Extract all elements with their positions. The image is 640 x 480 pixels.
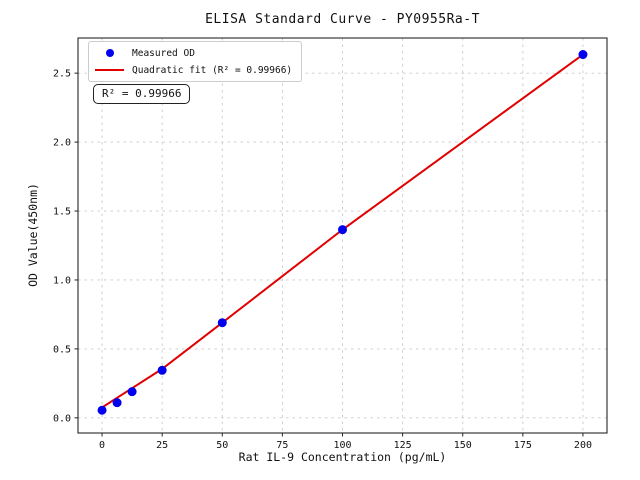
data-point <box>338 225 347 235</box>
chart-title: ELISA Standard Curve - PY0955Ra-T <box>205 12 480 27</box>
y-tick-label: 1.0 <box>53 275 71 286</box>
x-tick-label: 175 <box>514 440 532 451</box>
y-tick-label: 2.0 <box>53 138 71 149</box>
x-tick-label: 0 <box>99 440 105 451</box>
legend: Measured OD Quadratic fit (R² = 0.99966) <box>88 41 303 82</box>
x-tick-label: 200 <box>574 440 592 451</box>
x-tick-label: 125 <box>394 440 412 451</box>
data-point <box>112 398 122 408</box>
legend-scatter-marker-icon <box>106 49 114 57</box>
x-tick-label: 100 <box>333 440 351 451</box>
y-tick-label: 1.5 <box>53 207 71 218</box>
y-tick-label: 2.5 <box>53 69 71 80</box>
data-point <box>157 365 167 375</box>
data-point <box>127 387 137 397</box>
legend-label-measured-od: Measured OD <box>132 47 195 59</box>
y-tick-label: 0.5 <box>53 344 71 355</box>
x-tick-label: 75 <box>276 440 288 451</box>
y-axis-label: OD Value(450nm) <box>26 183 40 287</box>
y-tick-label: 0.0 <box>53 413 71 424</box>
legend-item-measured-od: Measured OD <box>95 46 292 60</box>
data-point <box>97 405 107 415</box>
x-tick-label: 50 <box>216 440 228 451</box>
x-axis-label: Rat IL-9 Concentration (pg/mL) <box>238 450 447 464</box>
legend-label-quadratic-fit: Quadratic fit (R² = 0.99966) <box>132 64 293 76</box>
legend-line-marker-icon <box>95 69 124 71</box>
x-tick-label: 25 <box>156 440 168 451</box>
data-point <box>217 318 227 328</box>
x-tick-label: 150 <box>454 440 472 451</box>
r-squared-annotation: R² = 0.99966 <box>93 84 191 104</box>
legend-item-quadratic-fit: Quadratic fit (R² = 0.99966) <box>95 63 292 77</box>
data-point <box>578 50 588 60</box>
